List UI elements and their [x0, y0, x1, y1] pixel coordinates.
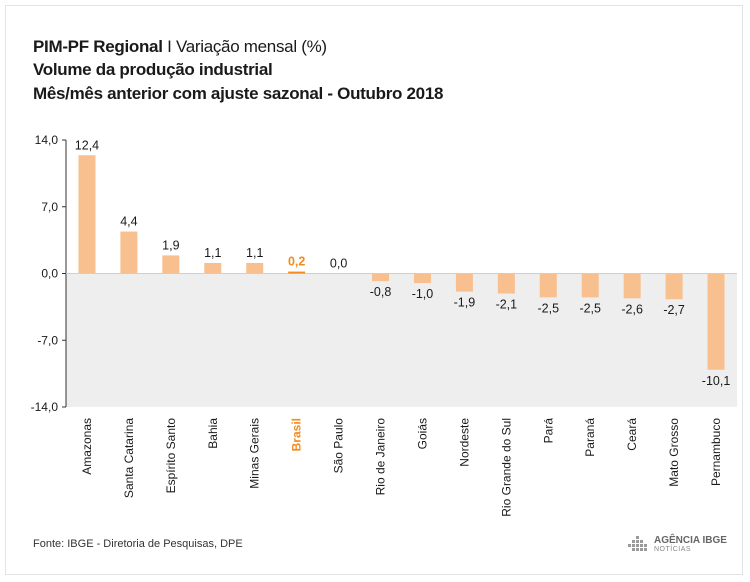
- ibge-logo-icon: [628, 536, 647, 551]
- data-label: -2,1: [496, 298, 518, 312]
- bar: [581, 273, 599, 298]
- data-label: -1,0: [412, 287, 434, 301]
- y-tick-label: 0,0: [41, 267, 58, 281]
- category-label: Brasil: [290, 418, 304, 451]
- category-label: São Paulo: [332, 418, 346, 474]
- title-light: Variação mensal (%): [175, 37, 327, 56]
- y-tick-label: -7,0: [37, 333, 58, 347]
- chart-subtitle-2: Mês/mês anterior com ajuste sazonal - Ou…: [33, 84, 444, 103]
- category-label: Espírito Santo: [164, 418, 178, 494]
- category-label: Bahia: [206, 418, 220, 449]
- bar: [665, 273, 683, 300]
- logo-sub-text: NOTÍCIAS: [654, 546, 692, 553]
- chart-title: PIM-PF Regional I Variação mensal (%): [33, 36, 443, 58]
- agencia-ibge-logo: AGÊNCIA IBGE NOTÍCIAS: [628, 536, 727, 554]
- data-label: -10,1: [702, 374, 731, 388]
- category-label: Pernambuco: [709, 418, 723, 486]
- bar: [413, 273, 431, 284]
- bar: [78, 155, 96, 274]
- category-label: Pará: [541, 418, 555, 444]
- bar: [623, 273, 641, 299]
- category-label: Rio de Janeiro: [374, 418, 388, 496]
- category-label: Nordeste: [457, 418, 471, 467]
- chart-subtitle: Volume da produção industrial: [33, 60, 273, 79]
- y-tick-label: 7,0: [41, 200, 58, 214]
- bar: [120, 231, 138, 274]
- data-label: 0,0: [330, 257, 347, 271]
- bar: [246, 263, 264, 274]
- data-label: 4,4: [120, 215, 137, 229]
- data-label: 1,9: [162, 238, 179, 252]
- logo-main-text: AGÊNCIA IBGE: [654, 535, 727, 546]
- category-label: Amazonas: [80, 418, 94, 475]
- data-label: -0,8: [370, 285, 392, 299]
- bar: [539, 273, 557, 298]
- category-label: Minas Gerais: [248, 418, 262, 489]
- bar: [288, 271, 306, 274]
- category-label: Ceará: [625, 418, 639, 451]
- data-label: -2,7: [663, 303, 685, 317]
- category-label: Paraná: [583, 418, 597, 457]
- category-label: Santa Catarina: [122, 418, 136, 498]
- data-label: -2,5: [538, 301, 560, 315]
- data-label: -2,6: [621, 302, 643, 316]
- data-label: -2,5: [579, 301, 601, 315]
- bar: [455, 273, 473, 292]
- data-label: 0,2: [288, 255, 305, 269]
- bar: [204, 263, 222, 274]
- title-separator: I: [167, 37, 172, 56]
- category-label: Mato Grosso: [667, 418, 681, 487]
- data-label: 1,1: [204, 246, 221, 260]
- chart-titles: PIM-PF Regional I Variação mensal (%) Vo…: [33, 36, 443, 106]
- y-tick-label: 14,0: [35, 133, 59, 147]
- bar: [372, 273, 390, 282]
- bar: [707, 273, 725, 370]
- category-label: Rio Grande do Sul: [499, 418, 513, 517]
- data-label: 12,4: [75, 138, 99, 152]
- source-note: Fonte: IBGE - Diretoria de Pesquisas, DP…: [33, 538, 243, 550]
- bar: [497, 273, 515, 294]
- category-label: Goiás: [415, 418, 429, 449]
- data-label: 1,1: [246, 246, 263, 260]
- bar: [162, 255, 180, 274]
- data-label: -1,9: [454, 296, 476, 310]
- title-bold: PIM-PF Regional: [33, 37, 163, 56]
- y-tick-label: -14,0: [31, 400, 59, 414]
